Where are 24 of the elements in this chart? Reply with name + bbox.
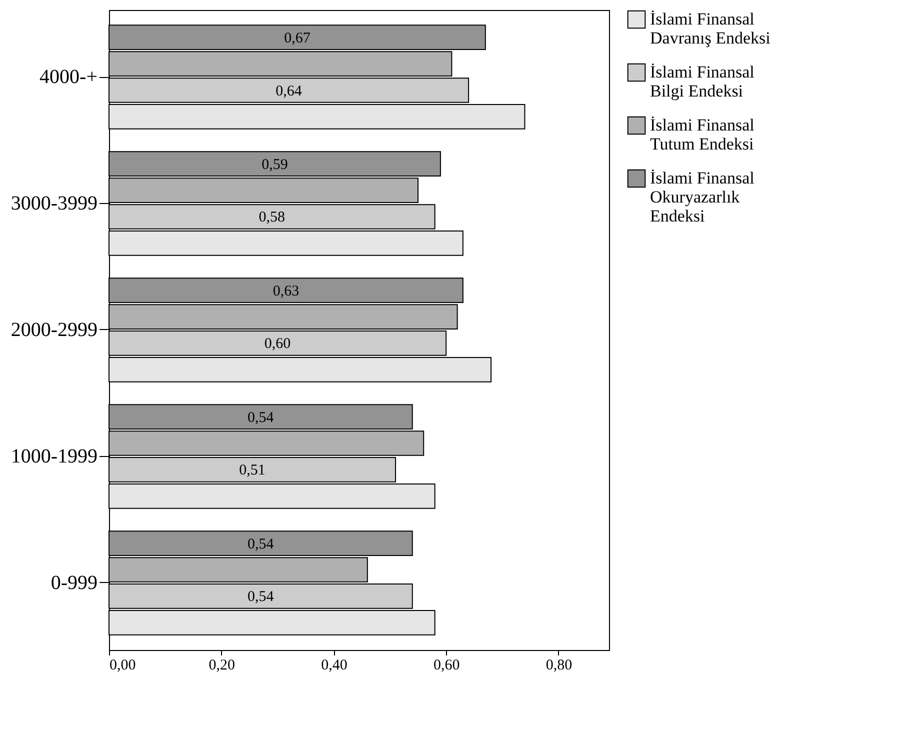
data-label: 0,60	[264, 336, 291, 352]
y-tick-label: 0-999	[50, 572, 98, 594]
data-label: 0,54	[248, 589, 274, 606]
y-tick-label: 1000-1999	[10, 445, 98, 468]
x-tick-label: 0,60	[433, 658, 460, 674]
legend-label: İslami Finansal Tutum Endeksi	[650, 116, 755, 154]
y-tick-label: 2000-2999	[10, 319, 98, 341]
data-label: 0,58	[258, 210, 286, 226]
data-label: 0,54	[248, 536, 274, 552]
x-tick-label: 0,20	[208, 658, 235, 674]
x-tick-label: 0,40	[321, 658, 348, 674]
y-tick-label: 3000-3999	[10, 192, 98, 215]
data-label: 0,67	[284, 30, 311, 46]
data-label: 0,51	[239, 462, 266, 479]
data-label: 0,59	[262, 156, 288, 173]
x-tick-label: 0,80	[546, 658, 572, 674]
data-label: 0,63	[272, 283, 300, 300]
legend-label: İslami Finansal Bilgi Endeksi	[650, 62, 755, 100]
y-tick-label: 4000-+	[40, 66, 98, 88]
legend-label: İslami Finansal Okuryazarlık Endeksi	[650, 168, 755, 226]
legend-label: İslami Finansal Davranış Endeksi	[650, 10, 771, 48]
x-tick-label: 0,00	[110, 658, 136, 674]
data-label: 0,54	[248, 410, 274, 426]
data-label: 0,64	[276, 83, 302, 100]
